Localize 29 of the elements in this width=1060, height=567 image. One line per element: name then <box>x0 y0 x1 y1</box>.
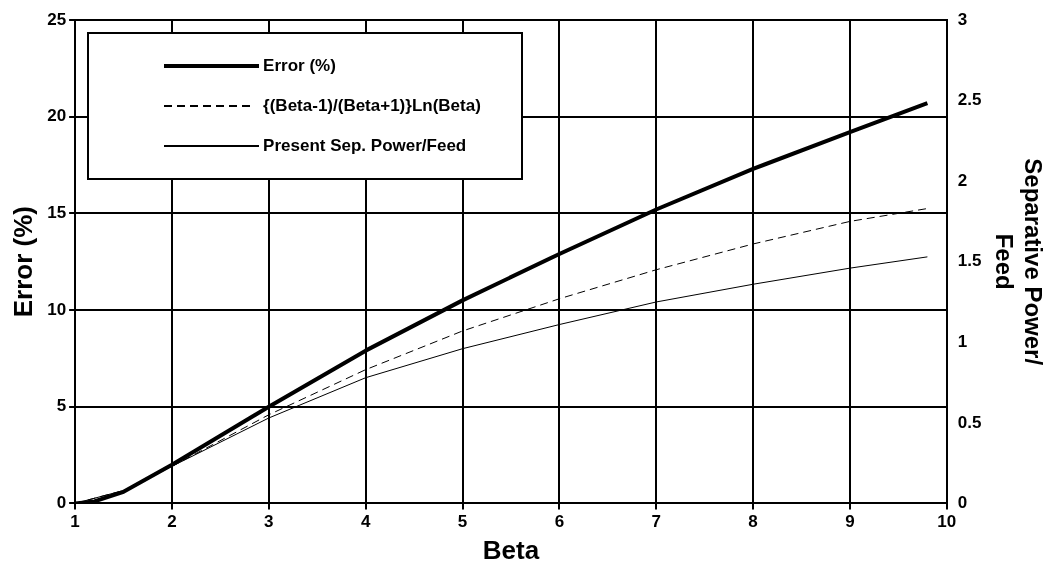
x-tick-label: 4 <box>360 512 371 532</box>
y-tick-label: 25 <box>47 9 67 29</box>
x-tick-label: 3 <box>264 512 274 532</box>
y2-axis-title: Separative Power/ Feed <box>991 158 1047 366</box>
y2-tick-label: 1 <box>957 331 968 351</box>
y-tick-label: 5 <box>56 396 67 416</box>
y-tick-label: 20 <box>47 106 67 126</box>
legend-label: Present Sep. Power/Feed <box>263 136 467 156</box>
x-tick-label: 8 <box>748 512 758 532</box>
x-tick-label: 5 <box>457 512 468 532</box>
x-tick-label: 9 <box>845 512 855 532</box>
x-tick-label: 2 <box>167 512 177 532</box>
y2-tick-label: 2 <box>957 170 968 190</box>
y2-tick-label: 0 <box>957 493 968 513</box>
x-tick-label: 7 <box>651 512 661 532</box>
y2-tick-label: 0.5 <box>957 412 982 432</box>
y-tick-label: 10 <box>47 299 67 319</box>
x-tick-label: 1 <box>70 512 80 532</box>
x-axis-title: Beta <box>482 534 540 565</box>
x-tick-label: 6 <box>554 512 565 532</box>
y2-tick-label: 3 <box>957 9 968 29</box>
y2-tick-label: 1.5 <box>957 251 982 271</box>
legend-label: {(Beta-1)/(Beta+1)}Ln(Beta) <box>263 96 481 116</box>
y2-tick-label: 2.5 <box>957 90 982 110</box>
y-axis-title: Error (%) <box>7 206 38 318</box>
legend-label: Error (%) <box>263 56 336 76</box>
y-tick-label: 0 <box>56 493 67 513</box>
x-tick-label: 10 <box>937 512 957 532</box>
y-tick-label: 15 <box>47 203 67 223</box>
